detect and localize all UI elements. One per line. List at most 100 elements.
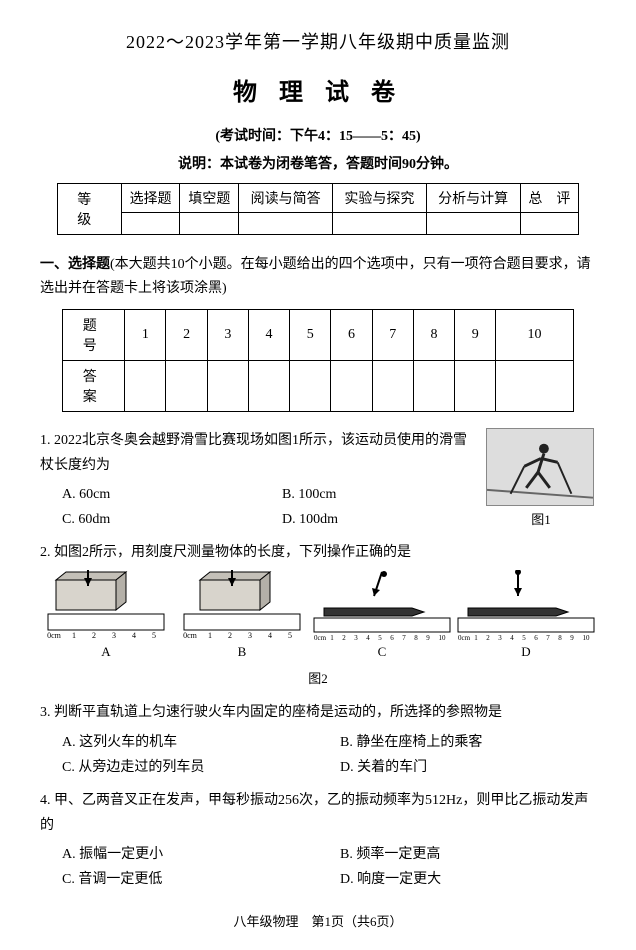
svg-text:4: 4 <box>268 631 272 640</box>
answer-cell <box>166 360 207 411</box>
svg-text:3: 3 <box>498 634 502 640</box>
answer-num: 1 <box>125 309 166 360</box>
q4-opt-d: D. 响度一定更大 <box>318 867 596 892</box>
section1-name: 一、选择题 <box>40 257 110 272</box>
q2-fig-b: 0cm12345 B <box>176 570 308 663</box>
grade-col: 实验与探究 <box>332 184 426 213</box>
grade-col: 总 评 <box>520 184 579 213</box>
answer-num: 6 <box>331 309 372 360</box>
svg-text:7: 7 <box>402 634 406 640</box>
grade-cell <box>180 213 239 235</box>
svg-text:6: 6 <box>390 634 394 640</box>
page-footer: 八年级物理 第1页（共6页） <box>40 911 596 930</box>
q4-opt-a: A. 振幅一定更小 <box>40 842 318 867</box>
svg-text:0cm: 0cm <box>314 634 327 640</box>
svg-text:5: 5 <box>522 634 526 640</box>
answer-cell <box>331 360 372 411</box>
section1-desc: (本大题共10个小题。在每小题给出的四个选项中，只有一项符合题目要求，请选出并在… <box>40 257 591 296</box>
svg-text:2: 2 <box>486 634 490 640</box>
svg-text:4: 4 <box>366 634 370 640</box>
svg-text:9: 9 <box>570 634 574 640</box>
answer-cell <box>413 360 454 411</box>
svg-text:0cm: 0cm <box>183 631 198 640</box>
answer-num: 7 <box>372 309 413 360</box>
q2-fig-d: 0cm1 2 3 4 5 6 7 8 9 10 D <box>456 570 596 663</box>
grade-cell <box>520 213 579 235</box>
grade-table: 等 级 选择题 填空题 阅读与简答 实验与探究 分析与计算 总 评 <box>57 183 580 235</box>
answer-cell <box>125 360 166 411</box>
svg-text:9: 9 <box>426 634 430 640</box>
grade-cell <box>239 213 333 235</box>
answer-table: 题 号 1 2 3 4 5 6 7 8 9 10 答 案 <box>62 309 574 412</box>
svg-text:0cm: 0cm <box>47 631 62 640</box>
grade-col: 填空题 <box>180 184 239 213</box>
q2-fig-a: 0cm12345 A <box>40 570 172 663</box>
q1-opt-a: A. 60cm <box>40 482 260 507</box>
answer-num: 2 <box>166 309 207 360</box>
q3-opt-c: C. 从旁边走过的列车员 <box>40 755 318 780</box>
svg-text:3: 3 <box>248 631 252 640</box>
answer-cell <box>496 360 573 411</box>
q1-stem: 1. 2022北京冬奥会越野滑雪比赛现场如图1所示，该运动员使用的滑雪杖长度约为 <box>40 428 480 478</box>
q2-opt-c-label: C <box>312 640 452 663</box>
q2-opt-a-label: A <box>40 640 172 663</box>
answer-cell <box>372 360 413 411</box>
svg-text:1: 1 <box>72 631 76 640</box>
year-line: 2022～2023学年第一学期八年级期中质量监测 <box>40 28 596 54</box>
answer-cell <box>455 360 496 411</box>
q3-opt-b: B. 静坐在座椅上的乘客 <box>318 730 596 755</box>
svg-text:8: 8 <box>558 634 562 640</box>
svg-text:5: 5 <box>288 631 292 640</box>
grade-col: 选择题 <box>121 184 180 213</box>
answer-num: 9 <box>455 309 496 360</box>
svg-text:1: 1 <box>474 634 478 640</box>
q2-fig-c: 0cm12345678910 C <box>312 570 452 663</box>
grade-label: 等 级 <box>57 184 121 235</box>
svg-text:3: 3 <box>112 631 116 640</box>
q2-opt-b-label: B <box>176 640 308 663</box>
q3-opt-d: D. 关着的车门 <box>318 755 596 780</box>
answer-row2-label: 答 案 <box>63 360 125 411</box>
question-3: 3. 判断平直轨道上匀速行驶火车内固定的座椅是运动的，所选择的参照物是 A. 这… <box>40 700 596 780</box>
svg-text:6: 6 <box>534 634 538 640</box>
q3-stem: 3. 判断平直轨道上匀速行驶火车内固定的座椅是运动的，所选择的参照物是 <box>40 700 596 725</box>
question-4: 4. 甲、乙两音叉正在发声，甲每秒振动256次，乙的振动频率为512Hz，则甲比… <box>40 788 596 893</box>
q2-stem: 2. 如图2所示，用刻度尺测量物体的长度，下列操作正确的是 <box>40 540 596 565</box>
subject-title: 物 理 试 卷 <box>40 72 596 107</box>
question-1: 1. 2022北京冬奥会越野滑雪比赛现场如图1所示，该运动员使用的滑雪杖长度约为… <box>40 428 596 533</box>
figure-1-label: 图1 <box>486 508 596 531</box>
figure-2-label: 图2 <box>40 667 596 690</box>
q4-opt-c: C. 音调一定更低 <box>40 867 318 892</box>
answer-num: 8 <box>413 309 454 360</box>
grade-col: 分析与计算 <box>426 184 520 213</box>
answer-cell <box>248 360 289 411</box>
question-2: 2. 如图2所示，用刻度尺测量物体的长度，下列操作正确的是 0cm12345 A <box>40 540 596 690</box>
svg-text:5: 5 <box>378 634 382 640</box>
q1-opt-d: D. 100dm <box>260 507 480 532</box>
svg-text:10: 10 <box>583 634 591 640</box>
q2-opt-d-label: D <box>456 640 596 663</box>
answer-num: 3 <box>207 309 248 360</box>
svg-text:5: 5 <box>152 631 156 640</box>
answer-row1-label: 题 号 <box>63 309 125 360</box>
svg-text:1: 1 <box>330 634 334 640</box>
instruction: 说明：本试卷为闭卷笔答，答题时间90分钟。 <box>40 153 596 173</box>
svg-text:4: 4 <box>510 634 514 640</box>
answer-num: 5 <box>290 309 331 360</box>
svg-text:4: 4 <box>132 631 136 640</box>
exam-time: (考试时间：下午4：15——5：45) <box>40 125 596 145</box>
answer-cell <box>290 360 331 411</box>
answer-num: 4 <box>248 309 289 360</box>
answer-cell <box>207 360 248 411</box>
grade-col: 阅读与简答 <box>239 184 333 213</box>
grade-cell <box>332 213 426 235</box>
q4-opt-b: B. 频率一定更高 <box>318 842 596 867</box>
svg-text:1: 1 <box>208 631 212 640</box>
svg-text:3: 3 <box>354 634 358 640</box>
section1-header: 一、选择题(本大题共10个小题。在每小题给出的四个选项中，只有一项符合题目要求，… <box>40 253 596 301</box>
svg-text:7: 7 <box>546 634 550 640</box>
svg-text:0cm: 0cm <box>458 634 471 640</box>
figure-1-icon <box>486 428 594 506</box>
q1-opt-c: C. 60dm <box>40 507 260 532</box>
svg-text:8: 8 <box>414 634 418 640</box>
